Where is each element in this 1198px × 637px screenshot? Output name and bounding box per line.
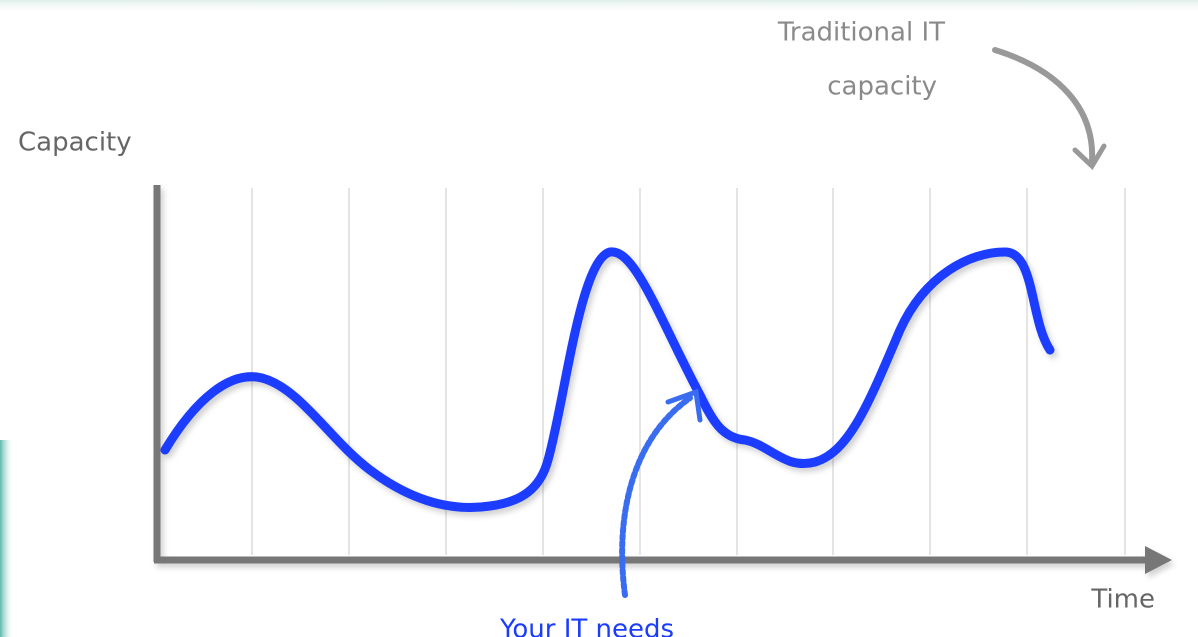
annotation-line: Traditional IT xyxy=(777,18,945,48)
grid xyxy=(251,188,1126,555)
x-axis-label: Time xyxy=(1090,585,1155,615)
axes xyxy=(153,185,1172,574)
top-edge xyxy=(0,0,1198,14)
y-axis-label: Capacity xyxy=(18,128,132,158)
left-edge xyxy=(0,440,14,637)
capacity-arrowhead xyxy=(1072,143,1107,170)
capacity-arrow xyxy=(992,47,1096,165)
needs-curve xyxy=(160,247,1055,512)
annotation-line: Your IT needs xyxy=(499,615,674,637)
needs-arrow xyxy=(619,395,693,598)
needs-arrowhead xyxy=(665,388,703,423)
annotation-line: capacity xyxy=(827,72,937,102)
